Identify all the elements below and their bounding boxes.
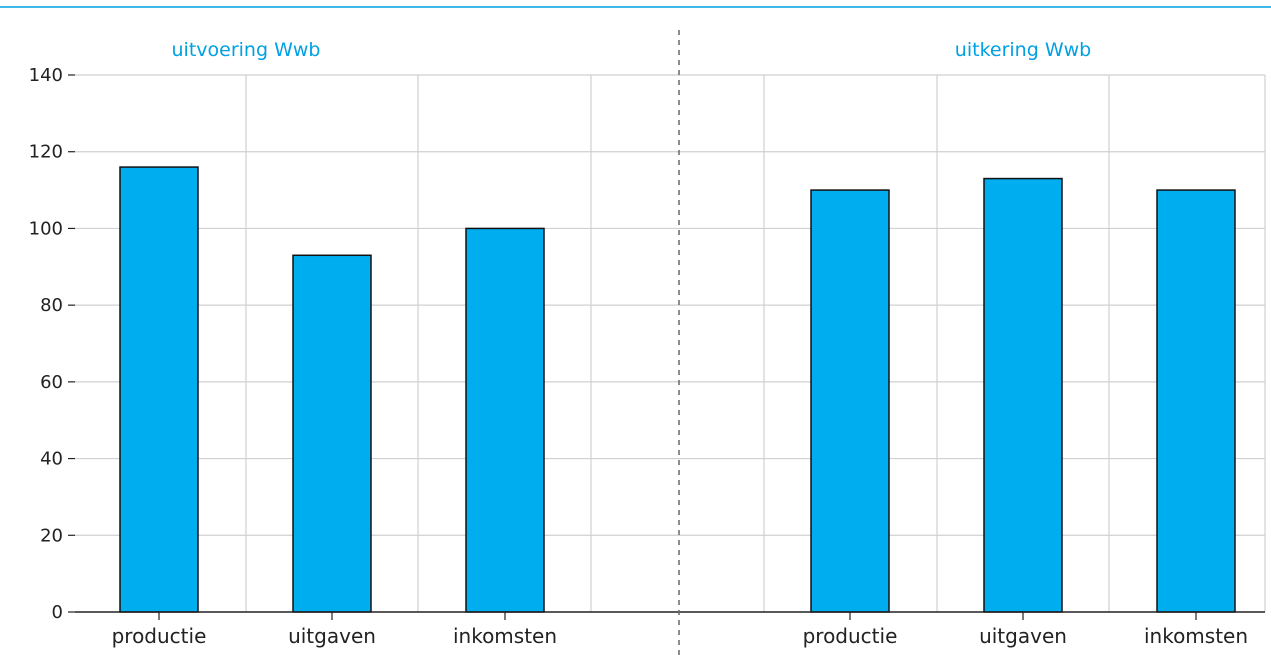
bar-uitvoering-productie [119, 166, 199, 613]
axes [68, 30, 1265, 655]
x-tick-label: productie [803, 624, 898, 648]
x-tick-label: productie [112, 624, 207, 648]
bar-uitkering-inkomsten [1156, 189, 1236, 613]
x-tick-label: inkomsten [1144, 624, 1248, 648]
x-tick-label: inkomsten [453, 624, 557, 648]
bars [119, 166, 1236, 613]
panel-title: uitkering Wwb [955, 39, 1091, 61]
x-tick-label: uitgaven [979, 624, 1067, 648]
gridlines [75, 74, 1266, 612]
y-tick-label: 80 [40, 295, 63, 316]
bar-uitvoering-uitgaven [292, 254, 372, 613]
labels: 0 20 40 60 80 100 120 140 productie uitgaven inkom… [29, 39, 1248, 648]
bar-uitvoering-inkomsten [465, 227, 545, 613]
bar-uitkering-productie [810, 189, 890, 613]
y-tick-label: 60 [40, 372, 63, 393]
y-tick-label: 100 [29, 218, 63, 239]
bar-uitkering-uitgaven [983, 177, 1063, 613]
y-tick-label: 20 [40, 525, 63, 546]
y-tick-label: 0 [52, 602, 63, 623]
y-tick-label: 40 [40, 449, 63, 470]
y-tick-label: 140 [29, 65, 63, 86]
panel-title: uitvoering Wwb [172, 39, 321, 61]
x-tick-label: uitgaven [288, 624, 376, 648]
y-tick-label: 120 [29, 142, 63, 163]
